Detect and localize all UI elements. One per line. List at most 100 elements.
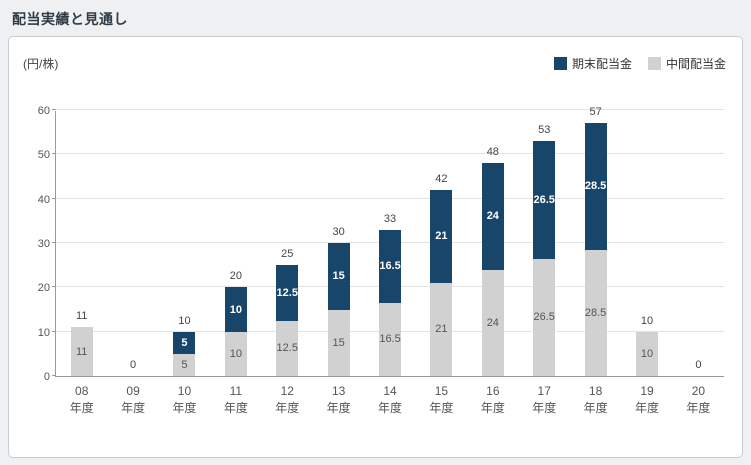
legend-swatch <box>647 56 661 70</box>
bar-total-label: 57 <box>589 106 602 119</box>
y-axis-label: 10 <box>37 326 50 339</box>
bar-total-label: 10 <box>178 314 191 327</box>
x-axis-label-suffix: 年度 <box>172 401 197 416</box>
bar-segment-interim: 15 <box>327 309 350 376</box>
chart-column: 10 10 20 11 年度 <box>210 111 261 415</box>
y-axis-label: 0 <box>43 371 50 383</box>
x-axis-label: 12 年度 <box>262 383 313 418</box>
bar-total-label: 48 <box>486 146 499 159</box>
segment-value-label: 26.5 <box>533 311 555 324</box>
chart-column: 16.5 16.5 33 14 年度 <box>364 111 415 416</box>
segment-value-label: 12.5 <box>276 342 298 355</box>
y-axis-label: 20 <box>37 282 50 295</box>
bar-total-label: 25 <box>281 248 294 261</box>
legend-item: 中間配当金 <box>647 55 726 72</box>
x-axis-label: 19 年度 <box>621 383 672 418</box>
x-axis-label: 15 年度 <box>416 383 467 418</box>
x-axis-label: 10 年度 <box>159 383 210 418</box>
bar-segment-interim: 10 <box>224 331 247 376</box>
x-axis-label-suffix: 年度 <box>378 401 403 416</box>
chart-column: 28.5 28.5 57 18 年度 <box>570 106 621 415</box>
segment-value-label: 24 <box>486 316 499 329</box>
y-axis-tick <box>52 286 56 288</box>
x-axis-label: 14 年度 <box>364 383 415 418</box>
legend-swatch <box>553 56 567 70</box>
stacked-bar: 11 <box>70 327 93 376</box>
y-axis-label: 50 <box>37 149 50 162</box>
x-axis-label-year: 19 <box>640 384 654 398</box>
x-axis-label-suffix: 年度 <box>69 401 94 416</box>
legend-item: 期末配当金 <box>553 55 632 72</box>
segment-value-label: 12.5 <box>276 286 298 299</box>
x-axis-label-year: 18 <box>588 384 603 398</box>
segment-value-label: 5 <box>181 336 188 349</box>
y-axis-label: 40 <box>37 193 50 206</box>
page-title: 配当実績と見通し <box>12 11 128 27</box>
bar-total-label: 42 <box>435 172 448 185</box>
y-axis-unit-label: (円/株) <box>23 56 59 71</box>
bar-segment-final: 26.5 <box>533 141 556 259</box>
bar-segment-final: 15 <box>327 243 350 310</box>
bar-columns: 11 11 08 年度 0 09 年度 5 5 10 10 年度 10 10 20 11 年度 12.5 12.5 2… <box>56 106 724 416</box>
bar-segment-interim: 21 <box>430 282 453 376</box>
bar-total-label: 53 <box>538 124 551 137</box>
x-axis-label: 09 年度 <box>107 383 158 418</box>
y-axis-tick <box>52 242 56 243</box>
chart-column: 5 5 10 10 年度 <box>159 111 210 416</box>
segment-value-label: 11 <box>75 345 88 358</box>
bar-segment-interim: 11 <box>70 327 93 376</box>
chart-header: (円/株) 期末配当金 中間配当金 <box>9 37 742 73</box>
bar-total-label: 0 <box>695 359 702 371</box>
plot-area: 0 10 20 30 40 50 60 11 11 08 年度 0 09 年度 5 5 10 10 年度 10 10 20… <box>38 105 724 416</box>
bar-segment-final: 24 <box>481 163 504 270</box>
dividend-chart: 0 10 20 30 40 50 60 11 11 08 年度 0 09 年度 5 5 10 10 年度 10 10 20… <box>17 77 730 425</box>
y-axis-label: 60 <box>37 105 50 117</box>
bar-total-label: 30 <box>332 226 345 238</box>
chart-column: 0 09 年度 <box>107 111 158 415</box>
stacked-bar: 28.5 28.5 <box>584 123 607 376</box>
y-axis-tick <box>52 153 56 155</box>
bar-segment-final: 10 <box>224 287 247 332</box>
segment-value-label: 5 <box>181 358 188 371</box>
bar-segment-interim: 5 <box>173 353 196 376</box>
segment-value-label: 26.5 <box>533 193 555 206</box>
x-axis-label-suffix: 年度 <box>480 401 505 416</box>
x-axis-label-suffix: 年度 <box>326 401 351 416</box>
segment-value-label: 16.5 <box>379 333 401 346</box>
y-axis-tick <box>52 109 56 110</box>
y-axis-label: 30 <box>37 238 50 250</box>
stacked-bar: 10 <box>635 331 658 376</box>
x-axis-label-suffix: 年度 <box>121 401 146 416</box>
segment-value-label: 24 <box>486 210 499 223</box>
x-axis-label-year: 16 <box>486 384 500 398</box>
x-axis-label-year: 09 <box>126 384 140 398</box>
segment-value-label: 21 <box>435 323 448 336</box>
x-axis-label-year: 10 <box>177 384 192 398</box>
bar-segment-interim: 16.5 <box>379 302 402 376</box>
gridline <box>56 109 724 110</box>
segment-value-label: 10 <box>229 347 242 360</box>
x-axis-label-year: 11 <box>229 384 243 398</box>
bar-total-label: 20 <box>229 270 242 283</box>
chart-column: 24 24 48 16 年度 <box>467 111 518 415</box>
x-axis-label-suffix: 年度 <box>275 401 300 416</box>
x-axis-label-suffix: 年度 <box>429 401 454 416</box>
x-axis-label-year: 08 <box>75 384 89 398</box>
x-axis-label-year: 13 <box>331 384 346 398</box>
x-axis-label-suffix: 年度 <box>634 401 659 416</box>
x-axis-label-year: 15 <box>434 384 449 398</box>
x-axis-label-year: 14 <box>383 384 397 398</box>
chart-column: 11 11 08 年度 <box>56 111 107 415</box>
legend-label: 中間配当金 <box>665 56 726 71</box>
bar-total-label: 0 <box>130 359 137 371</box>
legend-label: 期末配当金 <box>571 56 632 71</box>
x-axis-label-year: 12 <box>280 384 294 398</box>
chart-column: 21 21 42 15 年度 <box>416 111 467 416</box>
x-axis-label-year: 17 <box>537 384 551 398</box>
stacked-bar: 24 24 <box>481 163 504 376</box>
segment-value-label: 21 <box>435 230 448 243</box>
bar-segment-interim: 28.5 <box>584 249 607 376</box>
stacked-bar: 21 21 <box>430 189 453 376</box>
